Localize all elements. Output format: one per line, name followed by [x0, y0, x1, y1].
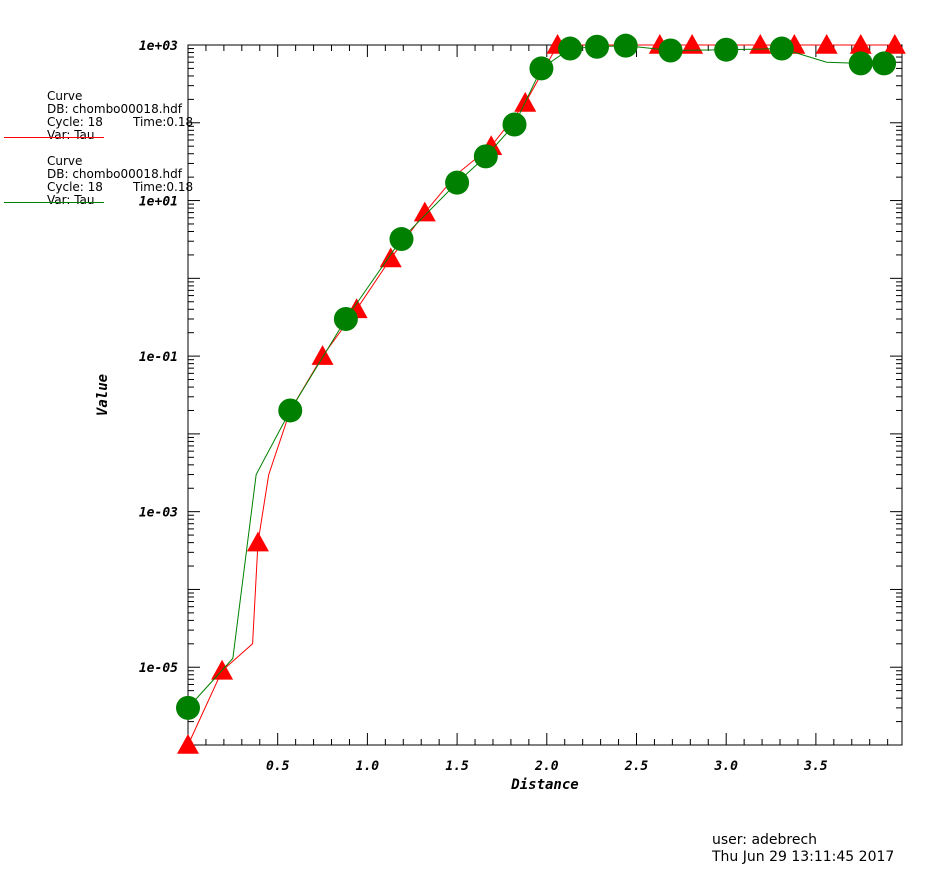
circle-marker [389, 227, 414, 252]
triangle-marker [749, 34, 772, 54]
x-axis-title: Distance [510, 777, 578, 793]
y-axis: 1e+03 1e+01 1e-01 1e-03 1e-05 [139, 39, 902, 746]
circle-marker [613, 33, 638, 58]
x-tick-label: 2.0 [534, 759, 559, 774]
footer-timestamp: Thu Jun 29 13:11:45 2017 [712, 849, 895, 865]
legend-cycle-time: Cycle: 18 Time:0.18 [0, 181, 200, 194]
series-line-red [187, 44, 895, 746]
triangle-marker [413, 201, 436, 222]
circle-marker [333, 307, 358, 332]
circle-marker [769, 36, 794, 61]
triangle-marker [815, 34, 838, 54]
legend-time: Time:0.18 [133, 180, 194, 194]
triangle-marker [311, 345, 334, 365]
x-tick-label: 3.5 [803, 759, 828, 774]
circle-marker [278, 398, 303, 423]
circle-marker [585, 34, 610, 59]
circle-marker [714, 37, 739, 62]
legend-var: Var: Tau [47, 128, 95, 142]
circle-marker [473, 144, 498, 169]
circle-marker [848, 51, 873, 76]
legend-db: DB: chombo00018.hdf [47, 167, 182, 181]
y-tick-label: 1e-05 [139, 661, 178, 676]
triangle-marker [246, 531, 269, 552]
legend-title: Curve [47, 89, 83, 103]
y-tick-label: 1e+03 [139, 39, 178, 54]
x-tick-label: 1.5 [445, 759, 469, 774]
legend-cycle: Cycle: 18 [47, 180, 103, 194]
x-tick-label: 2.5 [624, 759, 649, 774]
y-tick-label: 1e-03 [139, 506, 178, 521]
series-line-green [187, 45, 885, 709]
legend-swatch-red [4, 137, 104, 138]
legend-title: Curve [47, 154, 83, 168]
circle-marker [558, 36, 583, 61]
legend-cycle: Cycle: 18 [47, 115, 103, 129]
triangle-marker [883, 34, 906, 54]
series-layer [176, 33, 906, 754]
circle-marker [176, 695, 200, 720]
x-tick-label: 0.5 [266, 759, 290, 774]
legend-cycle-time: Cycle: 18 Time:0.18 [0, 116, 200, 129]
y-tick-label: 1e-01 [139, 350, 178, 365]
legend-time: Time:0.18 [133, 115, 194, 129]
triangle-marker [681, 34, 704, 54]
legend-var: Var: Tau [47, 193, 95, 207]
legend-entry-2: Curve DB: chombo00018.hdf Cycle: 18 Time:… [0, 155, 200, 207]
x-tick-label: 3.0 [713, 759, 738, 774]
circle-marker [445, 170, 470, 195]
x-axis: 0.5 1.0 1.5 2.0 2.5 3.0 3.5 [205, 45, 889, 774]
footer: user: adebrech Thu Jun 29 13:11:45 2017 [712, 832, 894, 866]
footer-user: user: adebrech [712, 832, 818, 848]
legend-entry-1: Curve DB: chombo00018.hdf Cycle: 18 Time:… [0, 90, 200, 142]
plot-frame [187, 44, 903, 746]
legend-db: DB: chombo00018.hdf [47, 102, 182, 116]
y-tick-label: 1e+01 [139, 195, 178, 210]
x-tick-label: 1.0 [356, 759, 380, 774]
triangle-marker [849, 34, 872, 54]
circle-marker [872, 51, 897, 76]
circle-marker [502, 112, 527, 137]
y-axis-title: Value [95, 374, 111, 416]
triangle-marker [177, 734, 199, 754]
legend-swatch-green [4, 202, 104, 203]
circle-marker [529, 56, 554, 81]
circle-marker [658, 38, 683, 63]
